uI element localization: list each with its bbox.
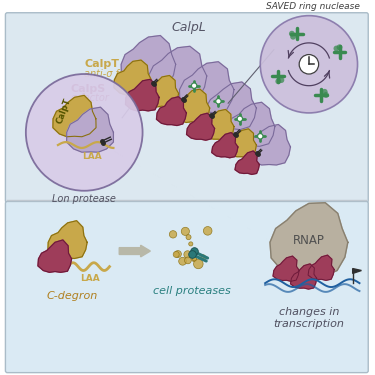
Polygon shape: [248, 124, 290, 165]
Polygon shape: [38, 240, 72, 272]
Circle shape: [173, 251, 179, 258]
Circle shape: [181, 227, 189, 236]
Polygon shape: [212, 133, 238, 158]
Circle shape: [189, 242, 193, 246]
Circle shape: [237, 116, 243, 122]
Polygon shape: [228, 102, 275, 146]
Circle shape: [203, 226, 212, 235]
Circle shape: [184, 257, 191, 264]
Text: LAA: LAA: [82, 152, 102, 161]
Polygon shape: [126, 80, 159, 111]
Text: CalpL: CalpL: [172, 21, 207, 33]
Polygon shape: [67, 107, 113, 152]
Polygon shape: [114, 60, 152, 95]
Text: cell proteases: cell proteases: [153, 286, 231, 296]
Circle shape: [216, 99, 221, 104]
Circle shape: [192, 257, 196, 262]
Polygon shape: [180, 62, 234, 113]
Circle shape: [260, 16, 357, 113]
Polygon shape: [145, 75, 178, 108]
Polygon shape: [352, 268, 362, 273]
Circle shape: [290, 34, 296, 40]
Circle shape: [299, 55, 319, 74]
Polygon shape: [121, 36, 176, 88]
Polygon shape: [186, 113, 214, 140]
Circle shape: [194, 259, 203, 269]
Circle shape: [170, 231, 177, 238]
Circle shape: [322, 89, 328, 95]
Polygon shape: [235, 151, 259, 174]
Text: changes in
transcription: changes in transcription: [273, 308, 344, 329]
Circle shape: [279, 77, 284, 83]
Text: CalpT: CalpT: [55, 97, 73, 125]
Text: CalpT: CalpT: [84, 59, 119, 69]
Polygon shape: [174, 89, 210, 123]
Polygon shape: [308, 255, 334, 280]
Polygon shape: [206, 82, 256, 130]
Circle shape: [337, 44, 342, 50]
Text: LAA: LAA: [80, 274, 100, 284]
Circle shape: [186, 235, 191, 240]
Circle shape: [258, 134, 263, 139]
Polygon shape: [273, 256, 299, 281]
Text: anti-σ factor: anti-σ factor: [84, 69, 144, 79]
Polygon shape: [226, 129, 256, 158]
Circle shape: [333, 46, 339, 51]
Polygon shape: [202, 110, 234, 140]
Circle shape: [179, 257, 187, 265]
Text: σ factor: σ factor: [70, 93, 108, 104]
Circle shape: [184, 251, 191, 258]
FancyBboxPatch shape: [5, 13, 368, 202]
Polygon shape: [291, 264, 316, 289]
Circle shape: [26, 74, 142, 191]
Circle shape: [191, 83, 197, 88]
Circle shape: [275, 78, 281, 84]
Circle shape: [289, 31, 295, 37]
Circle shape: [323, 92, 329, 98]
FancyBboxPatch shape: [5, 201, 368, 373]
Polygon shape: [48, 221, 87, 258]
Text: C-degron: C-degron: [47, 291, 98, 301]
Polygon shape: [53, 95, 96, 137]
Polygon shape: [270, 203, 348, 276]
Circle shape: [201, 255, 206, 260]
Text: Lon protease: Lon protease: [52, 194, 116, 204]
Polygon shape: [148, 46, 207, 101]
Text: RNAP: RNAP: [293, 234, 325, 247]
Polygon shape: [156, 97, 186, 126]
Circle shape: [174, 251, 182, 258]
Circle shape: [192, 256, 196, 261]
Text: SAVED ring nuclease: SAVED ring nuclease: [266, 2, 360, 11]
Text: CalpS: CalpS: [70, 84, 106, 94]
FancyArrow shape: [119, 245, 150, 257]
